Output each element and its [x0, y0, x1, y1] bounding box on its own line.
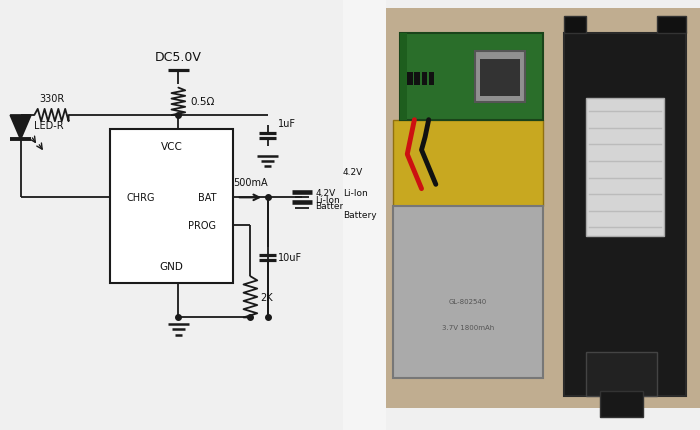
Text: 330R: 330R	[38, 94, 64, 104]
Bar	[586, 353, 657, 396]
Bar	[393, 206, 543, 378]
Text: 1uF: 1uF	[278, 119, 296, 129]
Text: Li-Ion: Li-Ion	[316, 195, 340, 204]
Bar	[414, 73, 420, 86]
Bar	[407, 73, 412, 86]
Bar	[421, 73, 427, 86]
Text: 10uF: 10uF	[278, 253, 302, 263]
Bar	[400, 34, 543, 120]
Bar	[480, 60, 519, 97]
Bar	[564, 34, 686, 396]
Bar	[586, 99, 664, 237]
Text: VCC: VCC	[160, 141, 183, 151]
Text: 4.2V: 4.2V	[316, 188, 336, 197]
Text: GL-802540: GL-802540	[449, 298, 487, 304]
Polygon shape	[564, 17, 586, 34]
Text: 500mA: 500mA	[233, 178, 267, 187]
Text: DC5.0V: DC5.0V	[155, 51, 202, 64]
Bar	[400, 34, 407, 120]
Polygon shape	[10, 116, 31, 140]
Text: 3.7V 1800mAh: 3.7V 1800mAh	[442, 324, 494, 330]
Bar	[386, 9, 700, 408]
Text: CHRG: CHRG	[127, 193, 155, 203]
Text: LED-R: LED-R	[34, 121, 64, 131]
Polygon shape	[657, 17, 686, 34]
Text: 4.2V: 4.2V	[343, 168, 363, 176]
Bar	[600, 391, 643, 417]
Bar	[343, 0, 386, 430]
Text: Li-Ion: Li-Ion	[343, 189, 368, 198]
Text: Battery: Battery	[343, 211, 377, 219]
Bar	[428, 73, 434, 86]
Text: BAT: BAT	[197, 193, 216, 203]
Bar	[110, 129, 233, 283]
Text: 0.5Ω: 0.5Ω	[190, 97, 215, 107]
Bar	[475, 52, 525, 103]
Text: 2K: 2K	[260, 292, 273, 302]
Text: PROG: PROG	[188, 220, 216, 230]
Text: GND: GND	[160, 261, 183, 271]
Text: Battery: Battery	[316, 202, 349, 211]
Bar	[393, 120, 543, 206]
